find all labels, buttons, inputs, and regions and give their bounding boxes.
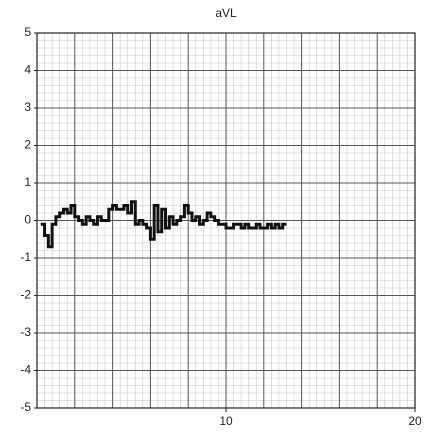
y-tick-label: -3 <box>20 325 31 339</box>
ecg-trace <box>40 200 287 249</box>
plot-border <box>36 32 416 409</box>
y-tick-label: 4 <box>24 63 31 77</box>
y-tick-label: 0 <box>24 213 31 227</box>
y-tick-label: 5 <box>24 25 31 39</box>
x-tick-label: 10 <box>219 414 233 428</box>
y-tick-label: -4 <box>20 363 31 377</box>
y-tick-label: 3 <box>24 100 31 114</box>
y-tick-label: 1 <box>24 175 31 189</box>
x-tick-label: 20 <box>408 414 422 428</box>
y-tick-label: -2 <box>20 288 31 302</box>
y-tick-label: -5 <box>20 400 31 414</box>
y-tick-label: 2 <box>24 138 31 152</box>
y-tick-label: -1 <box>20 250 31 264</box>
chart-title: aVL <box>215 6 237 20</box>
